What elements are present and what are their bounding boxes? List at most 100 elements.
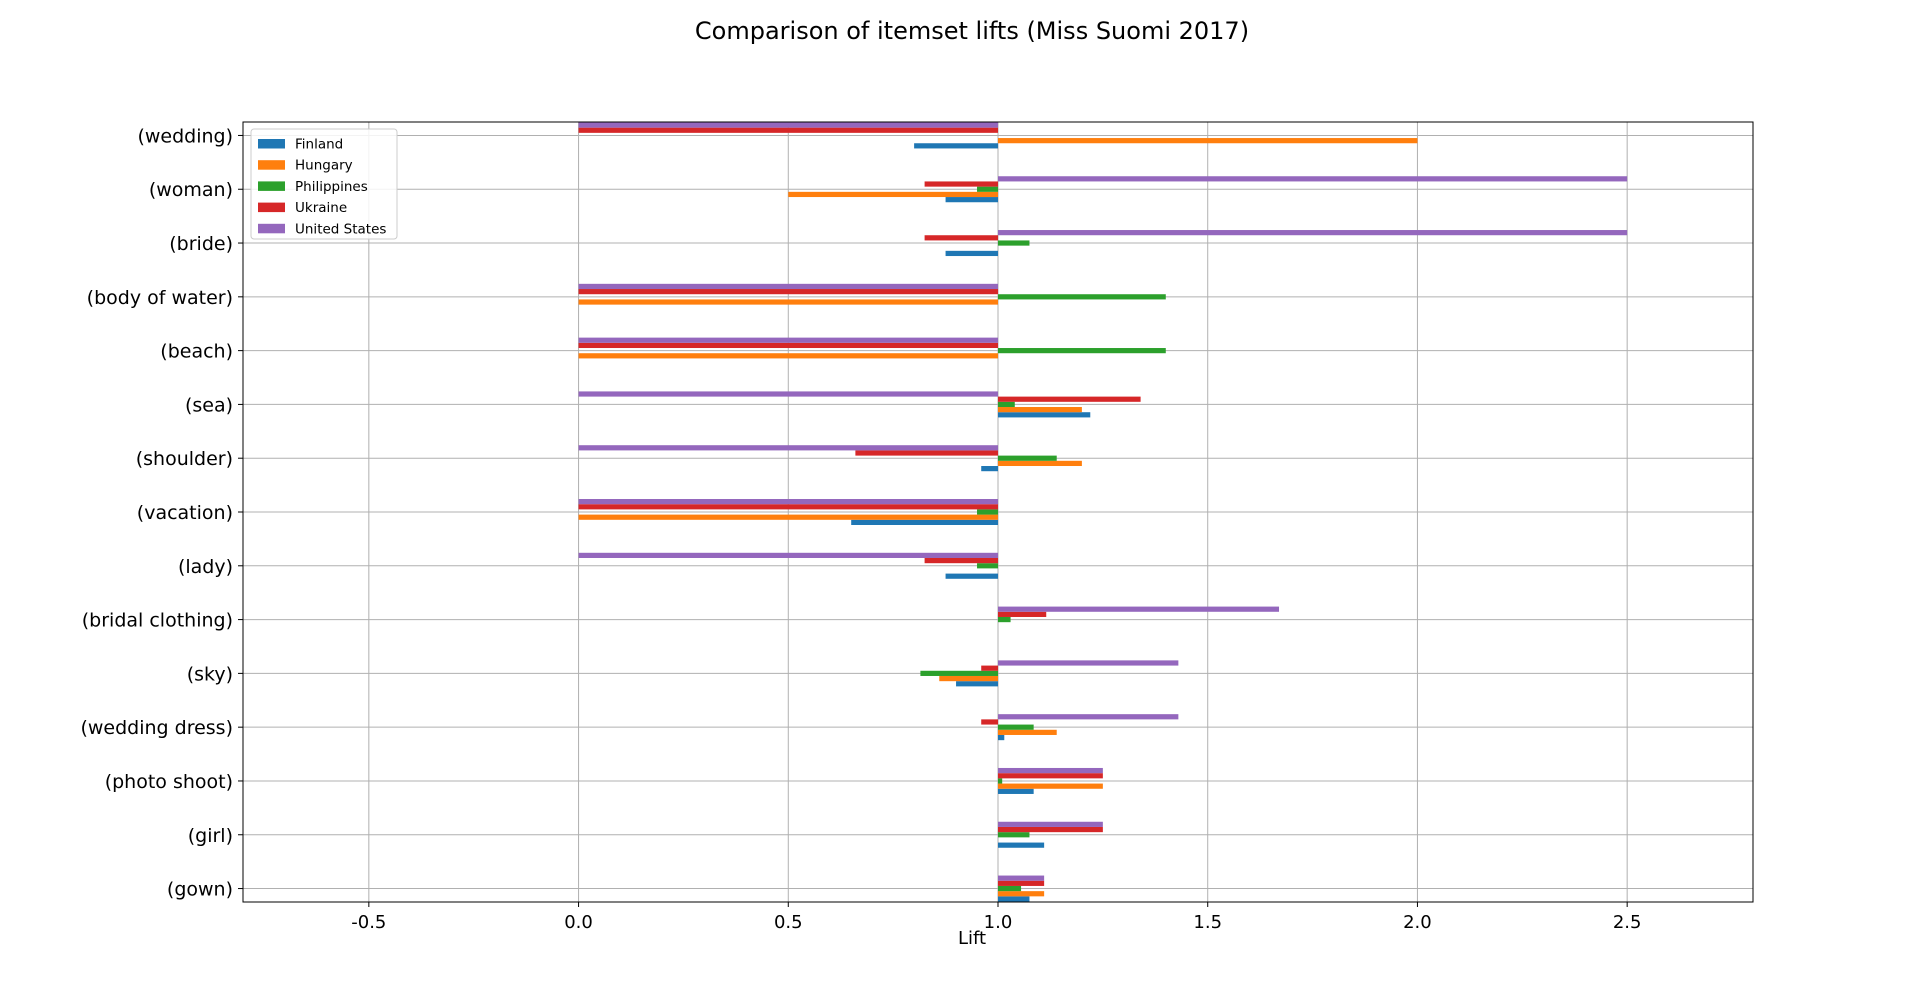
bar <box>998 885 1022 892</box>
bar <box>578 504 998 510</box>
bar <box>981 466 998 472</box>
bar <box>998 396 1141 402</box>
bar <box>998 240 1030 246</box>
bar <box>578 289 998 295</box>
bar <box>578 391 998 397</box>
x-tick-label: 0.0 <box>564 912 593 933</box>
y-tick-label: (wedding) <box>137 125 233 147</box>
bar <box>578 122 998 128</box>
y-tick-label: (body of water) <box>87 287 233 309</box>
bar <box>998 826 1103 833</box>
x-tick-label: 1.0 <box>984 912 1013 933</box>
bar <box>578 299 998 305</box>
bar <box>981 719 998 725</box>
bar <box>977 186 998 192</box>
y-tick-label: (vacation) <box>137 502 233 524</box>
bar <box>920 670 998 676</box>
bar <box>977 509 998 515</box>
bars <box>578 122 1628 902</box>
legend-box <box>250 128 398 240</box>
bar <box>998 896 1030 902</box>
legend-label: United States <box>295 221 386 237</box>
bar <box>788 191 998 198</box>
x-tick-label: 2.5 <box>1613 912 1642 933</box>
legend-swatch <box>258 139 285 149</box>
bar <box>998 788 1034 794</box>
bar <box>998 891 1045 897</box>
bar <box>998 176 1628 182</box>
bar <box>998 138 1418 144</box>
bar <box>998 611 1047 617</box>
bar <box>578 514 998 520</box>
legend: Finland Hungary Philippines Ukraine United S… <box>250 128 398 240</box>
bar <box>578 283 998 290</box>
bar <box>578 445 998 451</box>
bar <box>998 407 1082 413</box>
bar <box>998 778 1003 784</box>
bar <box>998 660 1179 666</box>
bar <box>998 832 1030 838</box>
bar <box>998 294 1166 300</box>
bar <box>998 875 1045 881</box>
bar <box>998 773 1103 779</box>
y-tick-label: (bridal clothing) <box>82 610 233 632</box>
bar <box>578 342 998 349</box>
legend-swatch <box>258 160 285 170</box>
y-tick-label: (bride) <box>169 233 233 255</box>
bar <box>998 460 1082 467</box>
bar <box>945 573 998 579</box>
chart-title: Comparison of itemset lifts (Miss Suomi … <box>695 17 1249 45</box>
bar <box>998 230 1628 236</box>
bar <box>998 616 1011 623</box>
bar <box>977 563 998 569</box>
y-axis-ticks: (wedding) (woman) (bride) (body of water) (b… <box>80 125 243 901</box>
bar <box>998 606 1280 612</box>
bar <box>998 767 1103 774</box>
y-tick-label: (girl) <box>188 825 233 847</box>
legend-swatch <box>258 223 285 234</box>
x-axis-ticks: -0.5 0.0 0.5 1.0 1.5 2.0 2.5 <box>351 902 1641 933</box>
bar <box>998 412 1091 418</box>
y-tick-label: (wedding dress) <box>80 717 233 739</box>
x-tick-label: 0.5 <box>774 912 803 933</box>
y-tick-label: (woman) <box>149 179 233 201</box>
x-tick-label: -0.5 <box>351 912 386 933</box>
bar <box>578 499 998 505</box>
x-tick-label: 2.0 <box>1403 912 1432 933</box>
bar <box>924 181 998 187</box>
bar <box>578 337 998 343</box>
bar <box>855 450 998 456</box>
y-tick-label: (sky) <box>187 663 233 685</box>
bar <box>998 734 1005 741</box>
bar <box>998 348 1166 354</box>
legend-swatch <box>258 202 285 213</box>
y-tick-label: (gown) <box>167 879 233 901</box>
bar <box>998 880 1045 886</box>
legend-label: Philippines <box>295 179 368 195</box>
y-tick-label: (sea) <box>185 394 233 416</box>
bar <box>998 783 1103 789</box>
bar <box>998 455 1057 461</box>
bar <box>998 401 1015 408</box>
bar <box>851 519 998 525</box>
bar <box>924 235 998 241</box>
x-axis-label: Lift <box>958 928 986 949</box>
bar <box>578 127 998 133</box>
bar <box>945 250 998 257</box>
bar <box>578 552 998 558</box>
legend-label: Ukraine <box>295 200 347 216</box>
bar <box>998 842 1045 848</box>
y-tick-label: (shoulder) <box>136 448 233 470</box>
bar <box>924 557 998 564</box>
bar <box>945 197 998 203</box>
legend-swatch <box>258 181 285 191</box>
bar <box>998 821 1103 827</box>
bar <box>578 353 998 359</box>
bar <box>998 724 1034 730</box>
y-tick-label: (beach) <box>160 341 233 363</box>
bar <box>981 665 998 671</box>
y-tick-label: (lady) <box>178 556 233 578</box>
bar <box>939 675 998 682</box>
legend-label: Hungary <box>295 158 353 174</box>
